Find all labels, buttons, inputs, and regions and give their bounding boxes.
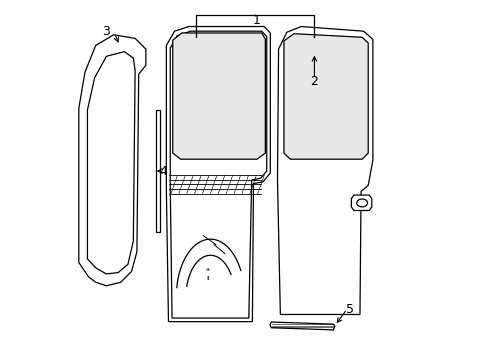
Polygon shape (170, 31, 266, 318)
Polygon shape (155, 110, 159, 232)
Polygon shape (284, 34, 367, 159)
Polygon shape (79, 35, 145, 286)
Polygon shape (172, 33, 265, 159)
Polygon shape (166, 27, 270, 321)
Polygon shape (277, 27, 372, 315)
Polygon shape (351, 195, 371, 211)
Text: a: a (205, 267, 209, 272)
Text: 4: 4 (160, 165, 167, 177)
Polygon shape (87, 51, 135, 274)
Text: 2: 2 (310, 75, 318, 88)
Text: 5: 5 (346, 303, 354, 316)
Text: 1: 1 (253, 14, 261, 27)
Polygon shape (269, 322, 334, 330)
Ellipse shape (356, 199, 367, 207)
Text: 3: 3 (102, 25, 110, 38)
Text: II: II (205, 276, 209, 281)
